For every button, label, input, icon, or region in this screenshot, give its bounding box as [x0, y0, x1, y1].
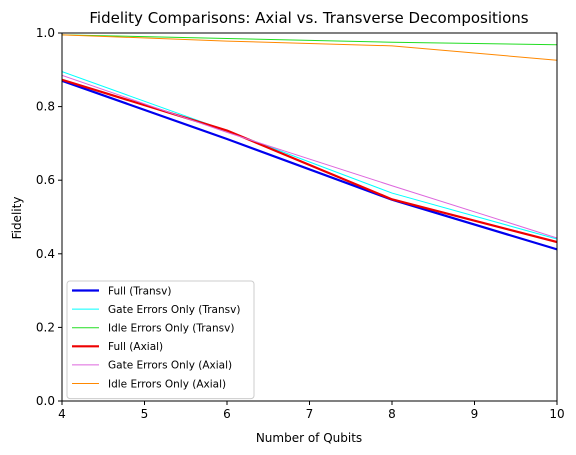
plot-area — [62, 34, 557, 251]
legend-label: Gate Errors Only (Transv) — [108, 304, 240, 316]
y-axis-label: Fidelity — [10, 197, 24, 240]
series-line-4 — [62, 78, 557, 244]
legend-label: Full (Axial) — [108, 341, 163, 353]
series-line-1 — [62, 79, 557, 251]
y-tick-label: 0.8 — [36, 100, 55, 114]
y-tick-label: 0.2 — [36, 320, 55, 334]
x-tick-label: 7 — [306, 407, 314, 421]
axis-ticks: 4 5 6 7 8 9 10 0.0 0.2 0.4 0.6 0.8 1.0 — [36, 26, 565, 421]
y-tick-label: 0.4 — [36, 247, 55, 261]
x-tick-label: 5 — [141, 407, 149, 421]
y-tick-label: 1.0 — [36, 26, 55, 40]
legend: Full (Transv) Gate Errors Only (Transv) Id… — [66, 280, 255, 400]
series-line-2 — [62, 71, 557, 240]
series-line-5 — [62, 74, 557, 239]
x-axis-label: Number of Qubits — [256, 431, 362, 445]
legend-label: Idle Errors Only (Transv) — [108, 323, 234, 335]
series-line-3 — [62, 34, 557, 46]
legend-label: Gate Errors Only (Axial) — [108, 360, 232, 372]
chart-title: Fidelity Comparisons: Axial vs. Transver… — [89, 9, 528, 27]
legend-label: Idle Errors Only (Axial) — [108, 378, 226, 390]
legend-box — [66, 280, 255, 400]
x-tick-label: 6 — [223, 407, 231, 421]
legend-label: Full (Transv) — [108, 285, 171, 297]
x-tick-label: 8 — [388, 407, 396, 421]
x-tick-label: 10 — [549, 407, 564, 421]
series-line-6 — [62, 34, 557, 61]
y-tick-label: 0.6 — [36, 173, 55, 187]
x-tick-label: 4 — [58, 407, 66, 421]
x-tick-label: 9 — [471, 407, 479, 421]
y-tick-label: 0.0 — [36, 394, 55, 408]
